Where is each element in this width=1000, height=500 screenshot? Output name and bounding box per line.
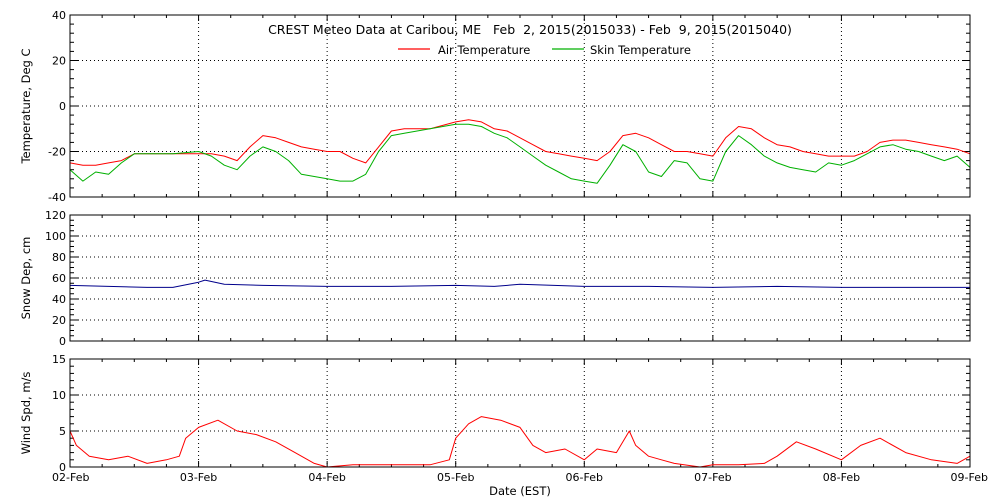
- legend-label-skin-temperature: Skin Temperature: [590, 43, 691, 57]
- y-tick-label: 120: [45, 209, 66, 222]
- y-tick-label: 0: [59, 335, 66, 348]
- y-axis-label: Snow Dep, cm: [19, 237, 33, 320]
- y-tick-label: 20: [52, 55, 66, 68]
- legend-label-air-temperature: Air Temperature: [438, 43, 530, 57]
- x-tick-label: 04-Feb: [308, 471, 345, 484]
- chart-title: CREST Meteo Data at Caribou, ME Feb 2, 2…: [268, 22, 792, 37]
- x-tick-label: 09-Feb: [951, 471, 988, 484]
- y-tick-label: 0: [59, 100, 66, 113]
- skin-temperature-series-line: [69, 123, 971, 184]
- y-axis-label: Temperature, Deg C: [19, 48, 33, 164]
- plot-frame: [69, 214, 971, 342]
- wind-speed-panel: 15 10 5 0 Wind Spd, m/s 02-Feb 03-Feb 04-Feb 05-…: [19, 353, 988, 484]
- y-tick-label: 40: [52, 293, 66, 306]
- y-tick-label: -40: [48, 191, 66, 204]
- y-axis-label: Wind Spd, m/s: [19, 372, 33, 455]
- y-tick-label: 10: [52, 389, 66, 402]
- data-series-line: [69, 279, 970, 288]
- plot-frame: [69, 14, 971, 198]
- x-tick-label: 05-Feb: [437, 471, 474, 484]
- y-tick-label: 15: [52, 353, 66, 366]
- y-tick-label: 5: [59, 425, 66, 438]
- x-tick-label: 07-Feb: [694, 471, 731, 484]
- y-tick-label: 60: [52, 272, 66, 285]
- x-tick-label: 03-Feb: [180, 471, 217, 484]
- y-tick-label: 40: [52, 9, 66, 22]
- y-tick-label: 80: [52, 251, 66, 264]
- snow-depth-panel: 120 100 80 60 40 20 0 Snow Dep, cm: [19, 209, 971, 348]
- air-temperature-series-line: [69, 119, 971, 166]
- y-tick-label: 100: [45, 230, 66, 243]
- x-tick-label: 02-Feb: [52, 471, 89, 484]
- temperature-panel: 40 20 0 -20 -40 Temperature, Deg C: [19, 9, 971, 204]
- plot-frame: [69, 358, 971, 468]
- y-tick-label: -20: [48, 146, 66, 159]
- x-tick-label: 06-Feb: [566, 471, 603, 484]
- y-tick-label: 0: [59, 461, 66, 474]
- x-tick-label: 08-Feb: [823, 471, 860, 484]
- x-axis-label: Date (EST): [489, 484, 551, 498]
- y-tick-label: 20: [52, 314, 66, 327]
- data-series-line: [69, 416, 971, 468]
- temperature-legend: Air Temperature Skin Temperature: [398, 43, 691, 57]
